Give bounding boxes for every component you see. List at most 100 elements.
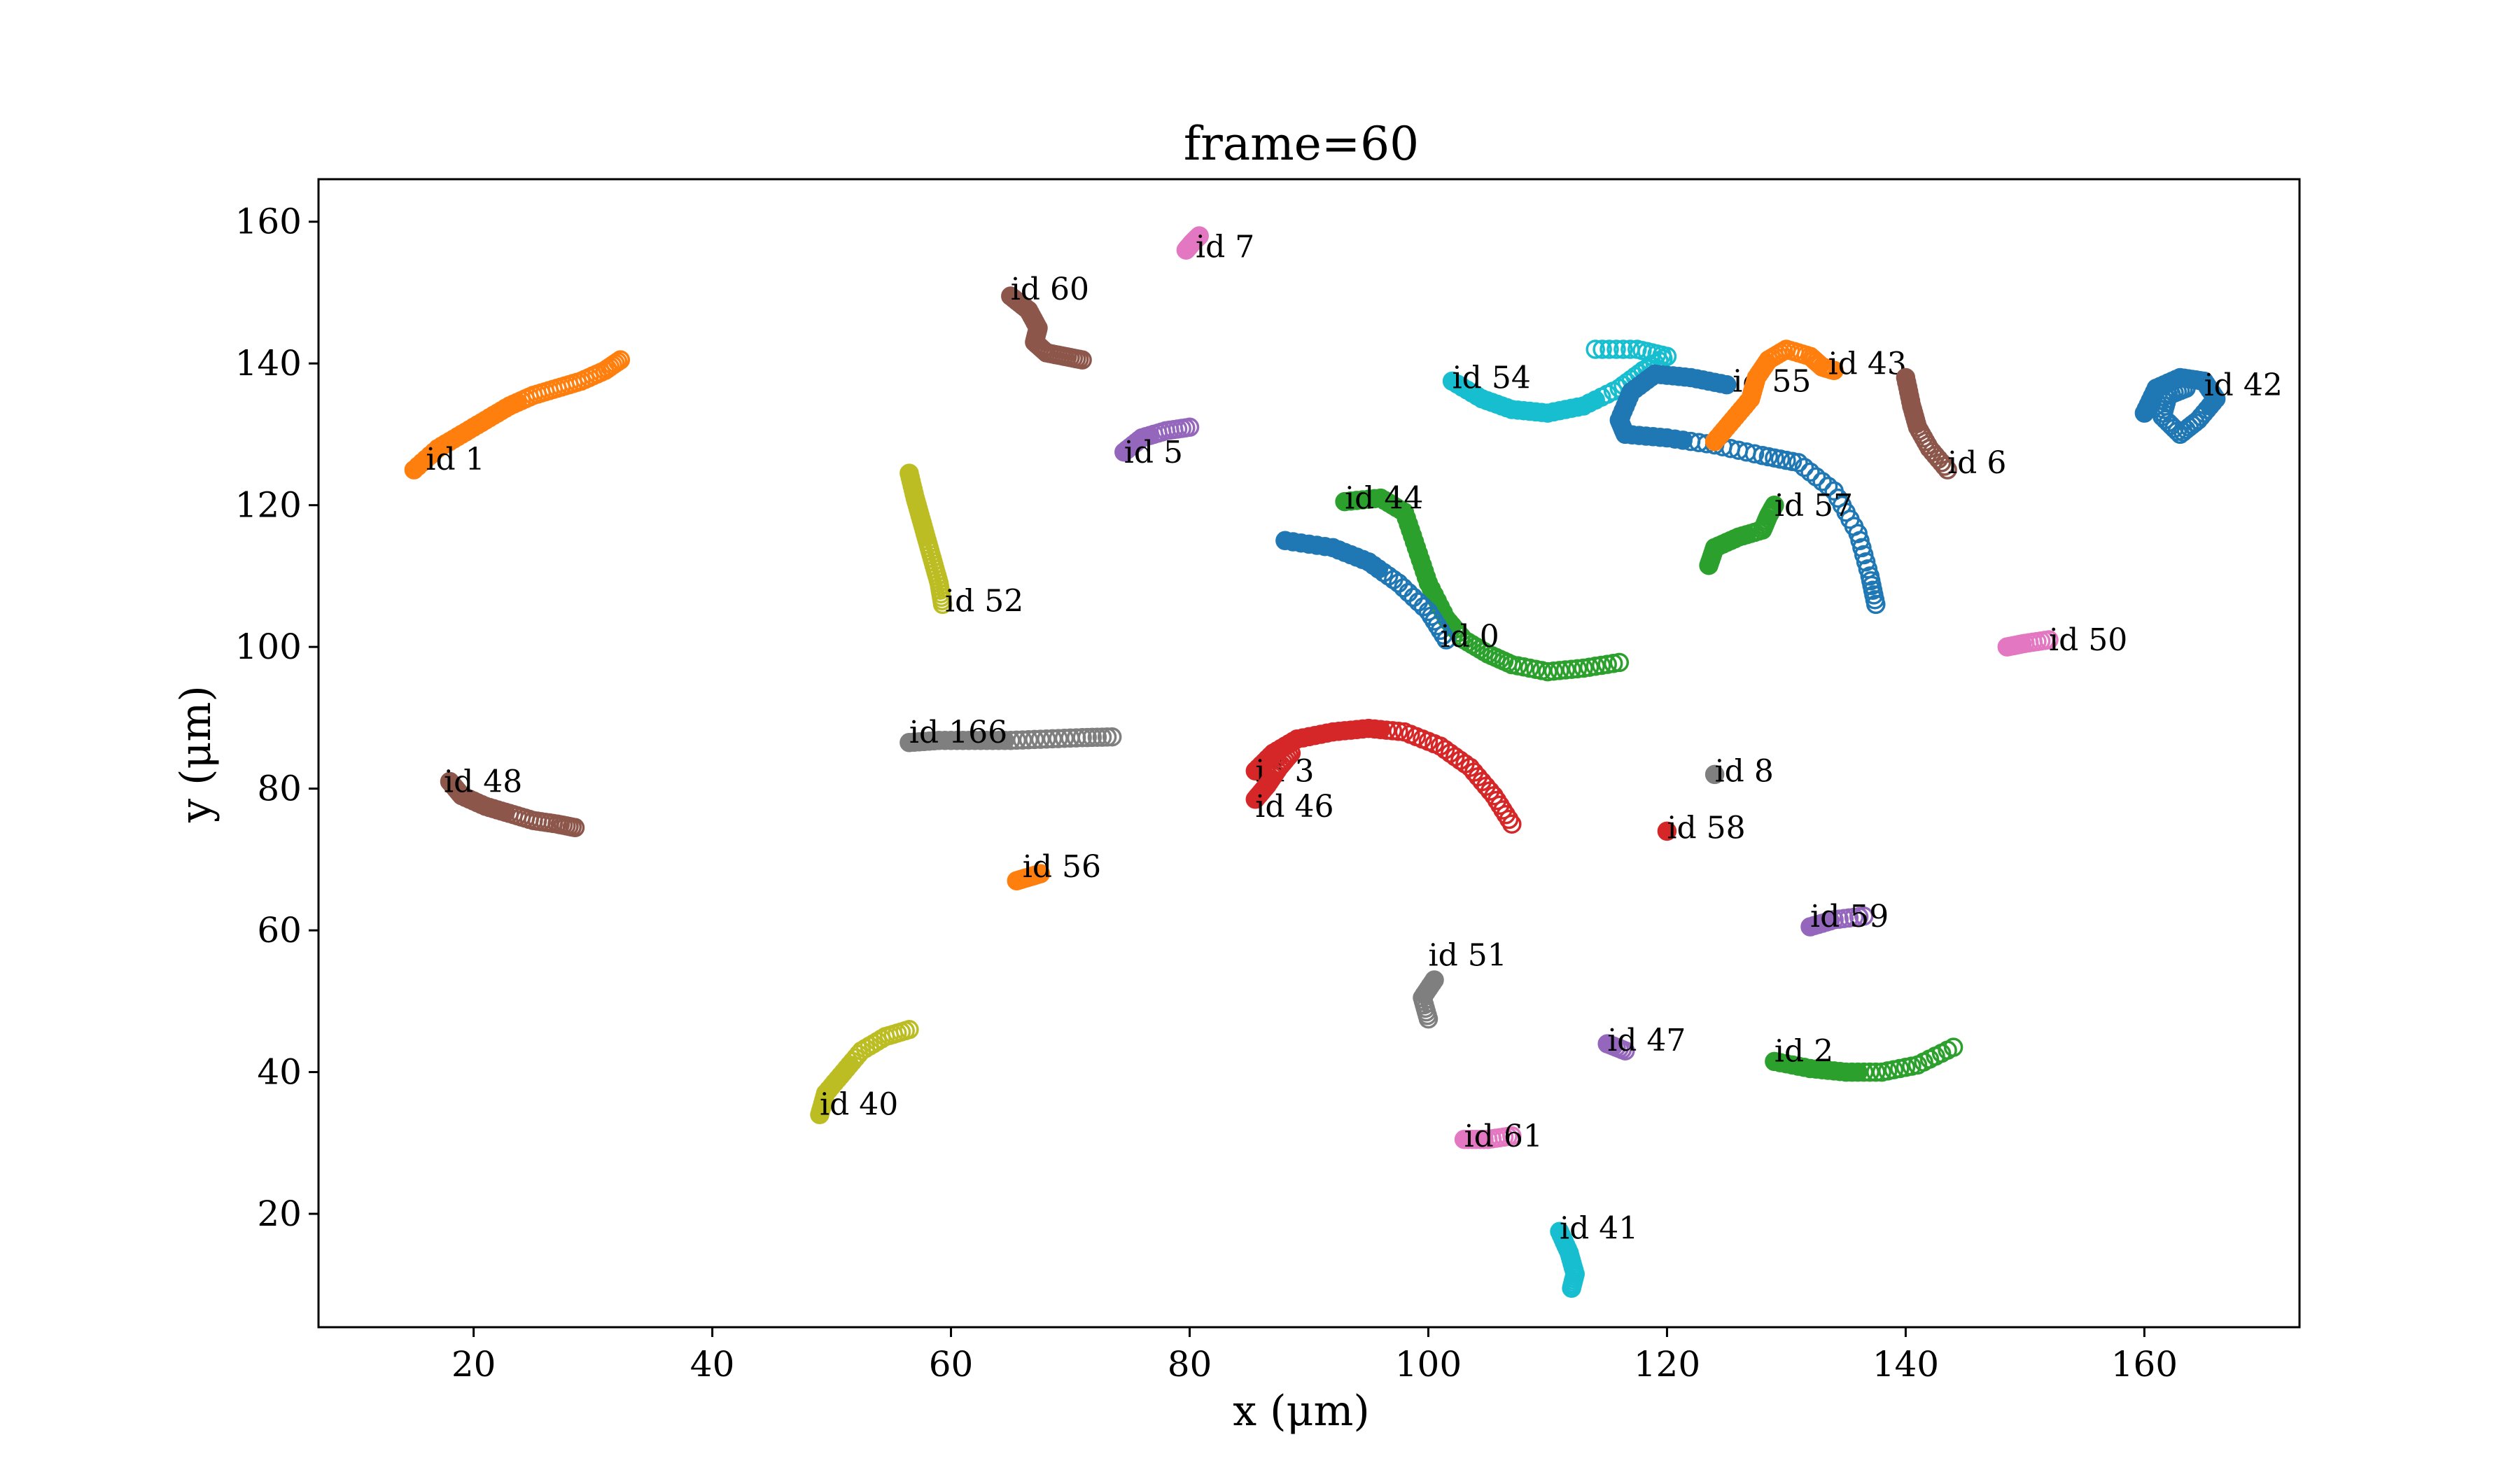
track-label: id 0 [1441,619,1499,654]
track-label: id 57 [1774,488,1853,524]
track-label: id 42 [2204,368,2283,403]
track-point [1614,340,1633,359]
track-label: id 52 [945,584,1023,620]
track: id 6 [1896,368,2006,481]
track: id 44 [1335,481,1630,682]
y-axis-ticks: 20 40 60 80 100 120 140 160 [235,202,318,1234]
track-point [1657,821,1677,841]
track-point [1800,462,1820,482]
track-label: id 56 [1023,849,1101,885]
track-point [1592,340,1612,359]
track: id 42 [2134,368,2283,444]
track: id 47 [1597,1023,1686,1060]
track: id 41 [1550,1211,1638,1298]
x-axis-label: x (μm) [1233,1387,1370,1436]
track-point [1938,460,1957,479]
track-point [1620,340,1640,359]
track-point [1180,417,1200,438]
track-point [1812,472,1832,491]
track-point [1493,800,1513,820]
track-point [1421,606,1441,626]
track-label: id 8 [1715,754,1774,790]
track-point [1072,727,1092,748]
track: id 50 [1997,622,2127,658]
y-tick-label: 80 [257,769,302,809]
track: id 52 [899,463,1023,620]
track-point [1487,790,1507,811]
track: id 57 [1699,488,1853,575]
track-point [1550,661,1569,680]
track-point [1555,660,1576,680]
track-point [1544,661,1564,681]
track-point [1436,630,1456,650]
track-point [1562,1278,1581,1298]
track-label: id 50 [2049,622,2127,658]
track-point [1600,340,1619,359]
track-point [1606,340,1626,359]
track-point [1189,226,1209,246]
track-label: id 2 [1774,1033,1833,1069]
track: id 0 [1275,531,1499,654]
track: id 5 [1114,417,1200,470]
track: id 58 [1657,811,1746,846]
track: id 1 [404,350,631,479]
track: id 56 [1007,849,1101,890]
x-tick-label: 140 [1872,1344,1939,1385]
track-label: id 43 [1828,346,1907,382]
track-label: id 54 [1452,360,1531,396]
track-point [1794,457,1814,477]
track-label: id 5 [1124,435,1183,470]
track-point [1616,1041,1635,1060]
track-label: id 166 [909,715,1007,750]
x-tick-label: 80 [1168,1344,1212,1385]
plot-marks: id 1 id 60 id 7 id 5 id 52 id 48 id 166 id 56 id… [404,226,2283,1298]
track: id 48 [440,764,585,838]
track-point [2176,378,2196,398]
track-point [1765,495,1784,515]
track-point [1562,659,1581,679]
track: id 60 [1001,272,1092,370]
track-label: id 60 [1011,272,1089,307]
y-tick-label: 100 [235,626,302,667]
track-label: id 46 [1255,789,1334,825]
track: id 7 [1176,226,1254,265]
track-label: id 41 [1560,1211,1638,1247]
track-point [608,351,628,372]
track: id 40 [810,1020,919,1125]
track-label: id 48 [444,764,522,800]
track: id 59 [1800,899,1889,937]
track-point [1281,743,1301,763]
track-point [1072,350,1092,370]
track-point [2039,630,2059,650]
track-label: id 44 [1345,481,1423,517]
x-tick-label: 100 [1395,1344,1462,1385]
track-point [1030,864,1051,883]
track-point [1434,625,1453,645]
track: id 51 [1413,938,1507,1029]
track-label: id 1 [426,442,484,477]
track-point [932,594,953,615]
track-point [1935,456,1954,476]
track-point [1077,727,1097,748]
track-point [1806,467,1826,486]
track-point [899,1020,919,1040]
track-point [1277,748,1297,768]
track-point [1092,727,1112,747]
plot-frame [317,178,2301,1329]
track-label: id 61 [1464,1119,1543,1154]
track-point [1866,594,1886,615]
track-point [1097,727,1117,747]
x-tick-label: 60 [929,1344,974,1385]
track-point [565,818,585,838]
track: id 54 [1442,340,1677,423]
track: id 2 [1765,1033,1963,1082]
track-point [1082,727,1102,748]
track-point [1279,746,1299,766]
track-point [1609,652,1630,673]
y-tick-label: 60 [257,910,302,951]
x-tick-label: 160 [2111,1344,2178,1385]
track-label: id 6 [1947,445,2006,481]
track: id 55 [1609,364,1886,615]
